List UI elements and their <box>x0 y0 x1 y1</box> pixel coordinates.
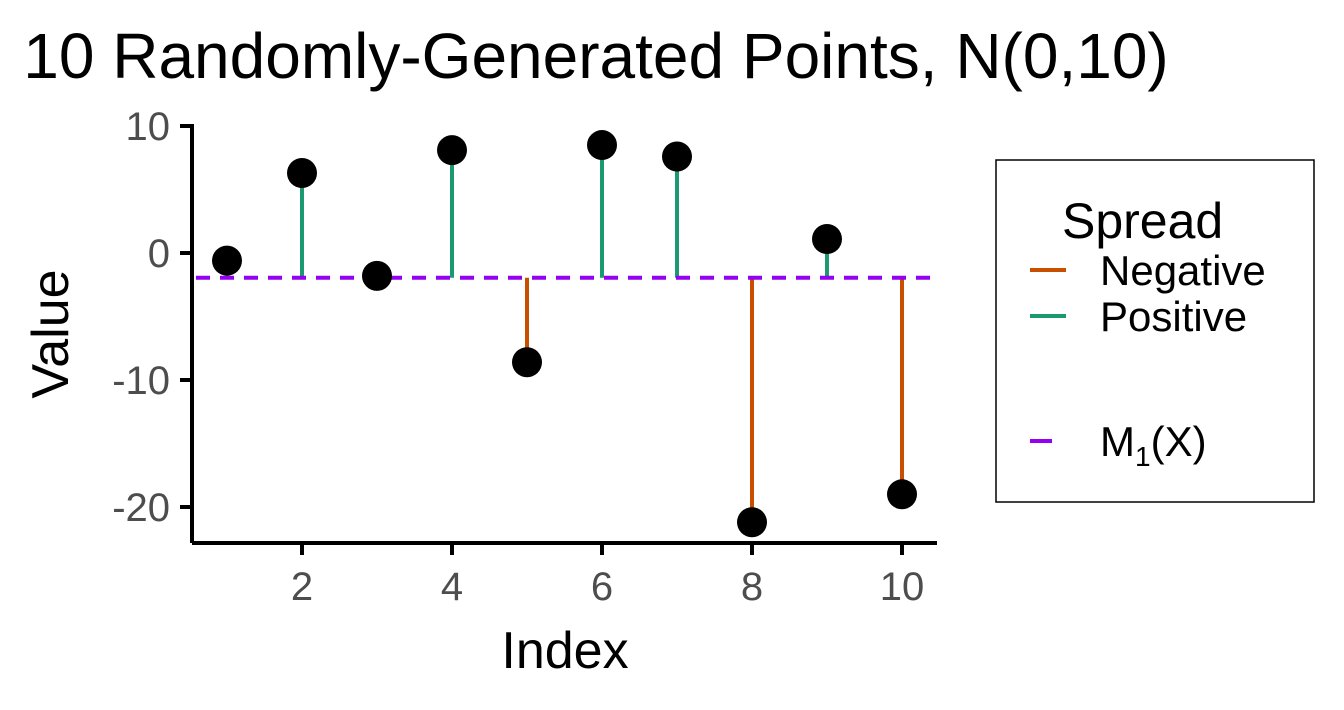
y-ticks: 10 0 -10 -20 <box>112 105 192 530</box>
y-tick-label: -10 <box>112 359 170 403</box>
y-tick-label: -20 <box>112 486 170 530</box>
legend-label-negative: Negative <box>1100 247 1266 294</box>
data-point <box>662 141 692 172</box>
data-point <box>887 479 917 510</box>
data-point <box>812 224 842 255</box>
legend-label-positive: Positive <box>1100 293 1247 340</box>
x-tick-label: 6 <box>591 565 613 609</box>
legend-mean-entry: M1(X) <box>1030 418 1207 472</box>
data-point <box>437 135 467 166</box>
mean-label-tail: (X) <box>1151 418 1207 465</box>
x-tick-label: 4 <box>441 565 463 609</box>
data-point <box>287 157 317 188</box>
stems-group <box>225 145 904 523</box>
y-axis-title: Value <box>22 269 80 398</box>
data-point <box>212 245 242 276</box>
legend-title: Spread <box>1062 193 1223 249</box>
data-point <box>587 130 617 161</box>
x-ticks: 2 4 6 8 10 <box>291 543 924 609</box>
mean-label-main: M <box>1100 418 1135 465</box>
mean-label-sub: 1 <box>1135 441 1151 472</box>
y-tick-label: 0 <box>148 232 170 276</box>
data-point <box>737 507 767 538</box>
x-tick-label: 8 <box>741 565 763 609</box>
chart-title: 10 Randomly-Generated Points, N(0,10) <box>23 20 1168 92</box>
x-axis-title: Index <box>501 622 628 680</box>
data-point <box>512 347 542 378</box>
plot-panel <box>196 130 937 538</box>
points-group <box>212 130 917 538</box>
data-point <box>362 260 392 291</box>
legend-mean-label: M1(X) <box>1100 418 1207 472</box>
x-tick-label: 2 <box>291 565 313 609</box>
y-tick-label: 10 <box>126 105 171 149</box>
legend-box <box>995 159 1315 503</box>
x-tick-label: 10 <box>880 565 925 609</box>
